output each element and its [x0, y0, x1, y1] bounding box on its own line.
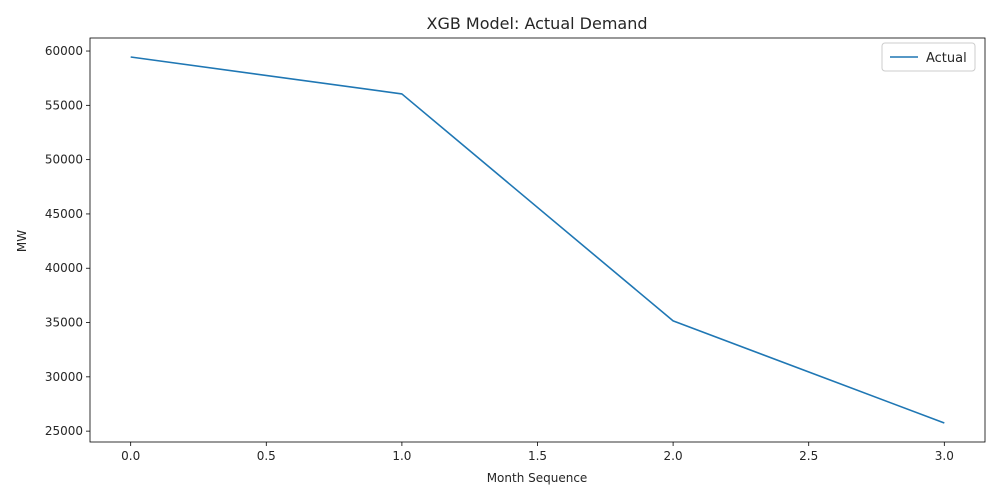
y-tick-label: 45000: [45, 207, 83, 221]
chart-title: XGB Model: Actual Demand: [427, 14, 648, 33]
x-tick-label: 1.0: [392, 449, 411, 463]
x-axis: 0.0 0.5 1.0 1.5 2.0 2.5 3.0: [121, 442, 954, 463]
x-tick-label: 2.0: [664, 449, 683, 463]
x-tick-label: 1.5: [528, 449, 547, 463]
y-tick-label: 40000: [45, 261, 83, 275]
series-line-actual: [130, 56, 945, 424]
y-tick-label: 55000: [45, 98, 83, 112]
legend: Actual: [881, 42, 976, 72]
y-axis: 25000 30000 35000 40000 45000 50000 55000 60000: [45, 44, 90, 438]
y-tick-label: 35000: [45, 316, 83, 330]
series-layer: [130, 56, 945, 424]
legend-box: [881, 42, 976, 72]
x-tick-label: 3.0: [935, 449, 954, 463]
x-tick-label: 2.5: [799, 449, 818, 463]
legend-label: Actual: [926, 51, 967, 66]
x-axis-label: Month Sequence: [487, 471, 588, 485]
y-tick-label: 60000: [45, 44, 83, 58]
x-tick-label: 0.0: [121, 449, 140, 463]
x-tick-label: 0.5: [257, 449, 276, 463]
y-axis-label: MW: [15, 230, 29, 252]
y-tick-label: 30000: [45, 370, 83, 384]
y-tick-label: 50000: [45, 153, 83, 167]
y-tick-label: 25000: [45, 424, 83, 438]
